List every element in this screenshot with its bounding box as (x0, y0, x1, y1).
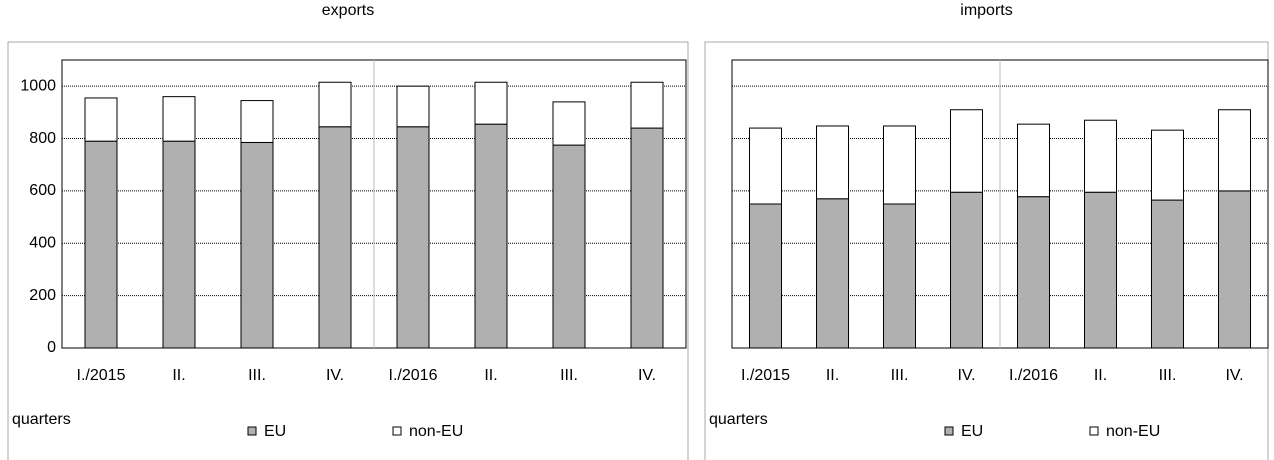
bar-segment (1151, 199, 1184, 349)
bar-segment (84, 97, 118, 142)
x-tick-label: IV. (326, 367, 344, 384)
bar-segment (1017, 196, 1050, 349)
bar-segment (474, 123, 508, 349)
x-tick-label: II. (1094, 367, 1107, 384)
bar-segment (1218, 109, 1251, 192)
bar-segment (474, 81, 508, 125)
bar-segment (552, 101, 586, 146)
x-tick-label: III. (248, 367, 266, 384)
bar-segment (318, 126, 352, 349)
bar-segment (950, 109, 983, 193)
x-tick-label: I./2015 (77, 367, 126, 384)
chart-title: imports (960, 2, 1012, 19)
bar-segment (1017, 123, 1050, 198)
x-tick-label: I./2015 (741, 367, 790, 384)
bar-segment (883, 203, 916, 349)
bar-segment (240, 100, 274, 143)
y-tick-label: 0 (47, 339, 56, 356)
legend-label: EU (264, 423, 286, 440)
chart-title: exports (322, 2, 374, 19)
x-tick-label: II. (484, 367, 497, 384)
bar-segment (816, 125, 849, 200)
bar-segment (883, 125, 916, 205)
bar-segment (396, 85, 430, 128)
bar-segment (162, 96, 196, 142)
bar-segment (162, 140, 196, 349)
y-tick-label: 800 (29, 130, 56, 147)
x-tick-label: IV. (957, 367, 975, 384)
x-tick-label: I./2016 (1009, 367, 1058, 384)
y-tick-label: 1000 (20, 77, 56, 94)
legend-swatch (392, 426, 402, 436)
legend-label: non-EU (409, 423, 463, 440)
legend-label: EU (961, 423, 983, 440)
x-tick-label: III. (891, 367, 909, 384)
x-tick-label: II. (172, 367, 185, 384)
bar-segment (816, 198, 849, 349)
bar-segment (552, 144, 586, 349)
x-tick-label: IV. (1225, 367, 1243, 384)
bar-segment (318, 81, 352, 128)
bar-segment (240, 141, 274, 349)
bar-segment (1084, 191, 1117, 349)
bar-segment (749, 203, 782, 349)
bar-segment (84, 140, 118, 349)
legend-label: non-EU (1106, 423, 1160, 440)
x-tick-label: II. (826, 367, 839, 384)
legend-swatch (247, 426, 257, 436)
x-tick-label: III. (560, 367, 578, 384)
bar-segment (396, 126, 430, 349)
bar-segment (630, 127, 664, 349)
bar-segment (1084, 119, 1117, 193)
bar-segment (1218, 190, 1251, 349)
x-axis-label: quarters (709, 411, 768, 428)
x-tick-label: IV. (638, 367, 656, 384)
y-tick-label: 400 (29, 234, 56, 251)
y-tick-label: 200 (29, 287, 56, 304)
bar-segment (1151, 129, 1184, 201)
bar-segment (630, 81, 664, 129)
x-axis-label: quarters (12, 411, 71, 428)
y-tick-label: 600 (29, 182, 56, 199)
legend-swatch (944, 426, 954, 436)
x-tick-label: I./2016 (389, 367, 438, 384)
bar-segment (749, 127, 782, 205)
bar-segment (950, 191, 983, 349)
legend-swatch (1089, 426, 1099, 436)
x-tick-label: III. (1159, 367, 1177, 384)
